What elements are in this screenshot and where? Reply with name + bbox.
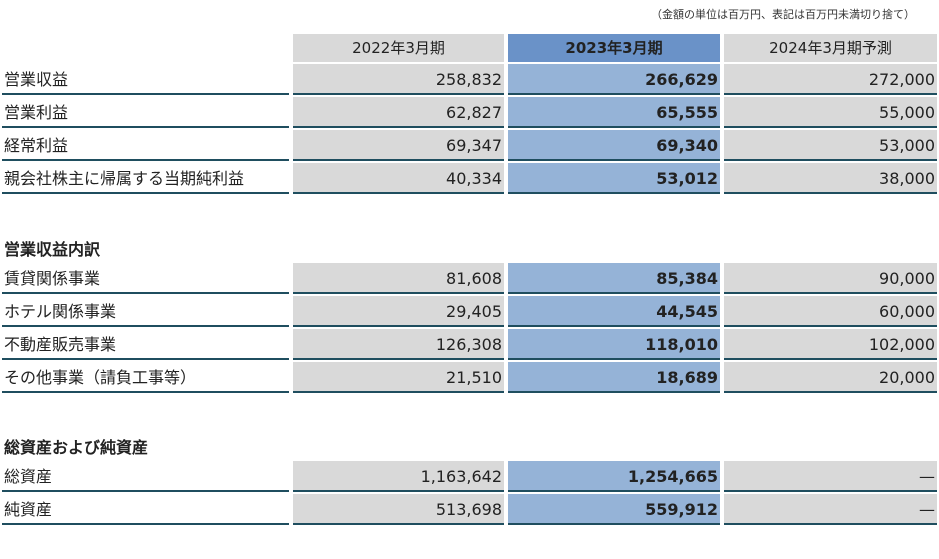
value-fy2022: 40,334: [293, 163, 504, 194]
value-fy2022: 29,405: [293, 296, 504, 327]
value-fy2024: —: [724, 461, 937, 492]
table-row: 純資産 513,698 559,912 —: [2, 494, 937, 527]
header-fy2024-forecast: 2024年3月期予測: [724, 34, 937, 62]
value-fy2023: 53,012: [508, 163, 720, 194]
row-label: 純資産: [2, 494, 289, 525]
table-row: ホテル関係事業 29,405 44,545 60,000: [2, 296, 937, 329]
unit-note: （金額の単位は百万円、表記は百万円未満切り捨て）: [651, 8, 915, 21]
value-fy2022: 69,347: [293, 130, 504, 161]
value-fy2024: 272,000: [724, 64, 937, 95]
value-fy2024: 90,000: [724, 263, 937, 294]
row-label: 営業収益: [2, 64, 289, 95]
value-fy2022: 62,827: [293, 97, 504, 128]
table-row: その他事業（請負工事等） 21,510 18,689 20,000: [2, 362, 937, 395]
table-header: 2022年3月期 2023年3月期 2024年3月期予測: [2, 34, 937, 64]
value-fy2024: 102,000: [724, 329, 937, 360]
value-fy2022: 1,163,642: [293, 461, 504, 492]
value-fy2024: 55,000: [724, 97, 937, 128]
value-fy2024: 53,000: [724, 130, 937, 161]
value-fy2022: 21,510: [293, 362, 504, 393]
header-fy2023: 2023年3月期: [508, 34, 720, 62]
section-title-assets: 総資産および純資産: [4, 438, 149, 457]
row-label: 経常利益: [2, 130, 289, 161]
value-fy2024: 60,000: [724, 296, 937, 327]
row-label: 親会社株主に帰属する当期純利益: [2, 163, 289, 194]
section-title-revenue-breakdown: 営業収益内訳: [4, 240, 101, 259]
row-label: ホテル関係事業: [2, 296, 289, 327]
value-fy2024: 38,000: [724, 163, 937, 194]
value-fy2022: 81,608: [293, 263, 504, 294]
value-fy2023: 266,629: [508, 64, 720, 95]
table-row: 賃貸関係事業 81,608 85,384 90,000: [2, 263, 937, 296]
row-label: 営業利益: [2, 97, 289, 128]
value-fy2022: 513,698: [293, 494, 504, 525]
row-label: 不動産販売事業: [2, 329, 289, 360]
row-label: 賃貸関係事業: [2, 263, 289, 294]
table-row: 親会社株主に帰属する当期純利益 40,334 53,012 38,000: [2, 163, 937, 196]
value-fy2023: 118,010: [508, 329, 720, 360]
table-row: 営業収益 258,832 266,629 272,000: [2, 64, 937, 97]
table-row: 総資産 1,163,642 1,254,665 —: [2, 461, 937, 494]
value-fy2023: 44,545: [508, 296, 720, 327]
value-fy2023: 559,912: [508, 494, 720, 525]
header-fy2022: 2022年3月期: [293, 34, 504, 62]
value-fy2022: 258,832: [293, 64, 504, 95]
value-fy2023: 1,254,665: [508, 461, 720, 492]
value-fy2024: 20,000: [724, 362, 937, 393]
summary-table: 営業収益 258,832 266,629 272,000 営業利益 62,827…: [2, 64, 937, 196]
value-fy2023: 18,689: [508, 362, 720, 393]
table-row: 不動産販売事業 126,308 118,010 102,000: [2, 329, 937, 362]
breakdown-table: 賃貸関係事業 81,608 85,384 90,000 ホテル関係事業 29,4…: [2, 263, 937, 395]
value-fy2024: —: [724, 494, 937, 525]
value-fy2023: 85,384: [508, 263, 720, 294]
row-label: その他事業（請負工事等）: [2, 362, 289, 393]
table-row: 営業利益 62,827 65,555 55,000: [2, 97, 937, 130]
assets-table: 総資産 1,163,642 1,254,665 — 純資産 513,698 55…: [2, 461, 937, 527]
table-row: 経常利益 69,347 69,340 53,000: [2, 130, 937, 163]
row-label: 総資産: [2, 461, 289, 492]
value-fy2023: 69,340: [508, 130, 720, 161]
value-fy2023: 65,555: [508, 97, 720, 128]
value-fy2022: 126,308: [293, 329, 504, 360]
